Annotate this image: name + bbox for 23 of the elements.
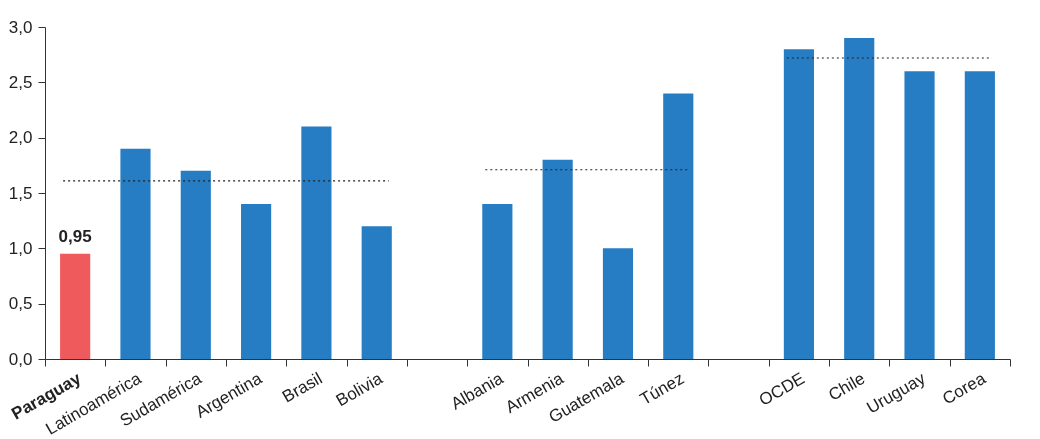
bar xyxy=(844,38,875,359)
bar xyxy=(783,49,814,359)
bar xyxy=(663,93,694,359)
y-tick-label: 0,0 xyxy=(8,349,33,369)
bar xyxy=(180,170,211,359)
bar xyxy=(602,248,634,359)
data-label: 0,95 xyxy=(58,226,92,246)
bar xyxy=(60,253,91,359)
bar xyxy=(301,126,332,359)
x-tick-label: Corea xyxy=(939,368,990,409)
y-tick-label: 1,0 xyxy=(8,238,33,258)
bar xyxy=(542,159,573,359)
y-tick-label: 1,5 xyxy=(8,183,33,203)
y-tick-label: 0,5 xyxy=(8,294,33,314)
bar xyxy=(964,71,995,359)
y-tick-label: 2,5 xyxy=(8,72,33,92)
y-tick-label: 3,0 xyxy=(8,17,33,37)
y-tick-label: 2,0 xyxy=(8,128,33,148)
bar xyxy=(482,204,513,359)
bar xyxy=(904,71,935,359)
bar xyxy=(120,148,151,359)
bar xyxy=(361,226,392,359)
bar xyxy=(241,204,272,359)
